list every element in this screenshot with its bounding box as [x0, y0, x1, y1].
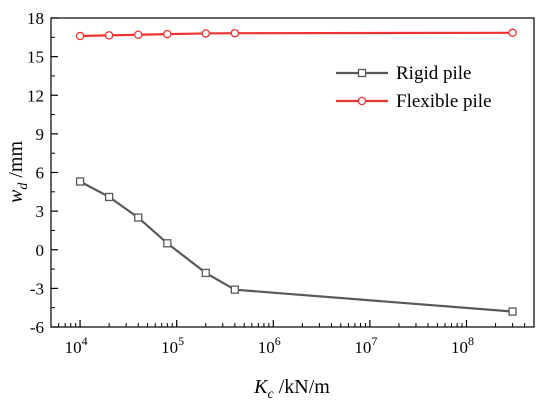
x-tick-label: 105	[161, 334, 184, 357]
series-point-1	[201, 268, 210, 278]
series-layer	[75, 28, 517, 316]
legend: Rigid pile Flexible pile	[336, 63, 492, 112]
y-axis-ticks: -6 -3 0 3 6 9 12 15 18	[27, 9, 58, 337]
series-point-2	[75, 31, 85, 41]
series-point-2	[133, 30, 143, 39]
y-tick-label: 0	[36, 241, 45, 260]
series-point-1	[163, 239, 172, 248]
y-tick-label: 18	[27, 9, 44, 28]
y-tick-label: 12	[27, 86, 44, 105]
y-tick-label: 3	[36, 202, 45, 221]
series-point-2	[230, 28, 240, 38]
y-tick-label: 9	[36, 125, 45, 144]
legend-label: Flexible pile	[396, 91, 492, 112]
y-tick-label: -6	[30, 318, 44, 337]
y-tick-label: 15	[27, 48, 44, 67]
x-tick-label: 107	[354, 334, 377, 357]
series-line-1	[79, 180, 513, 313]
x-axis-ticks: 104 105 106 107 108	[50, 320, 535, 357]
x-tick-label: 108	[451, 334, 474, 357]
y-axis-label: wd /mm	[5, 141, 31, 203]
series-point-1	[105, 192, 114, 202]
legend-marker	[357, 96, 367, 106]
legend-marker	[357, 68, 367, 78]
x-axis-label: Kc /kN/m	[253, 376, 330, 402]
series-point-1	[75, 177, 85, 186]
series-point-2	[163, 29, 172, 39]
series-point-1	[230, 285, 239, 294]
series-point-2	[201, 29, 211, 38]
legend-label: Rigid pile	[396, 63, 471, 84]
y-tick-label: 6	[36, 164, 45, 183]
series-point-2	[104, 31, 114, 40]
series-point-1	[134, 213, 143, 222]
series-point-1	[508, 307, 517, 316]
series-point-2	[508, 28, 517, 38]
x-tick-label: 104	[65, 334, 88, 357]
series-line-2	[80, 31, 513, 38]
x-tick-label: 106	[258, 334, 281, 357]
y-tick-label: -3	[30, 279, 44, 298]
